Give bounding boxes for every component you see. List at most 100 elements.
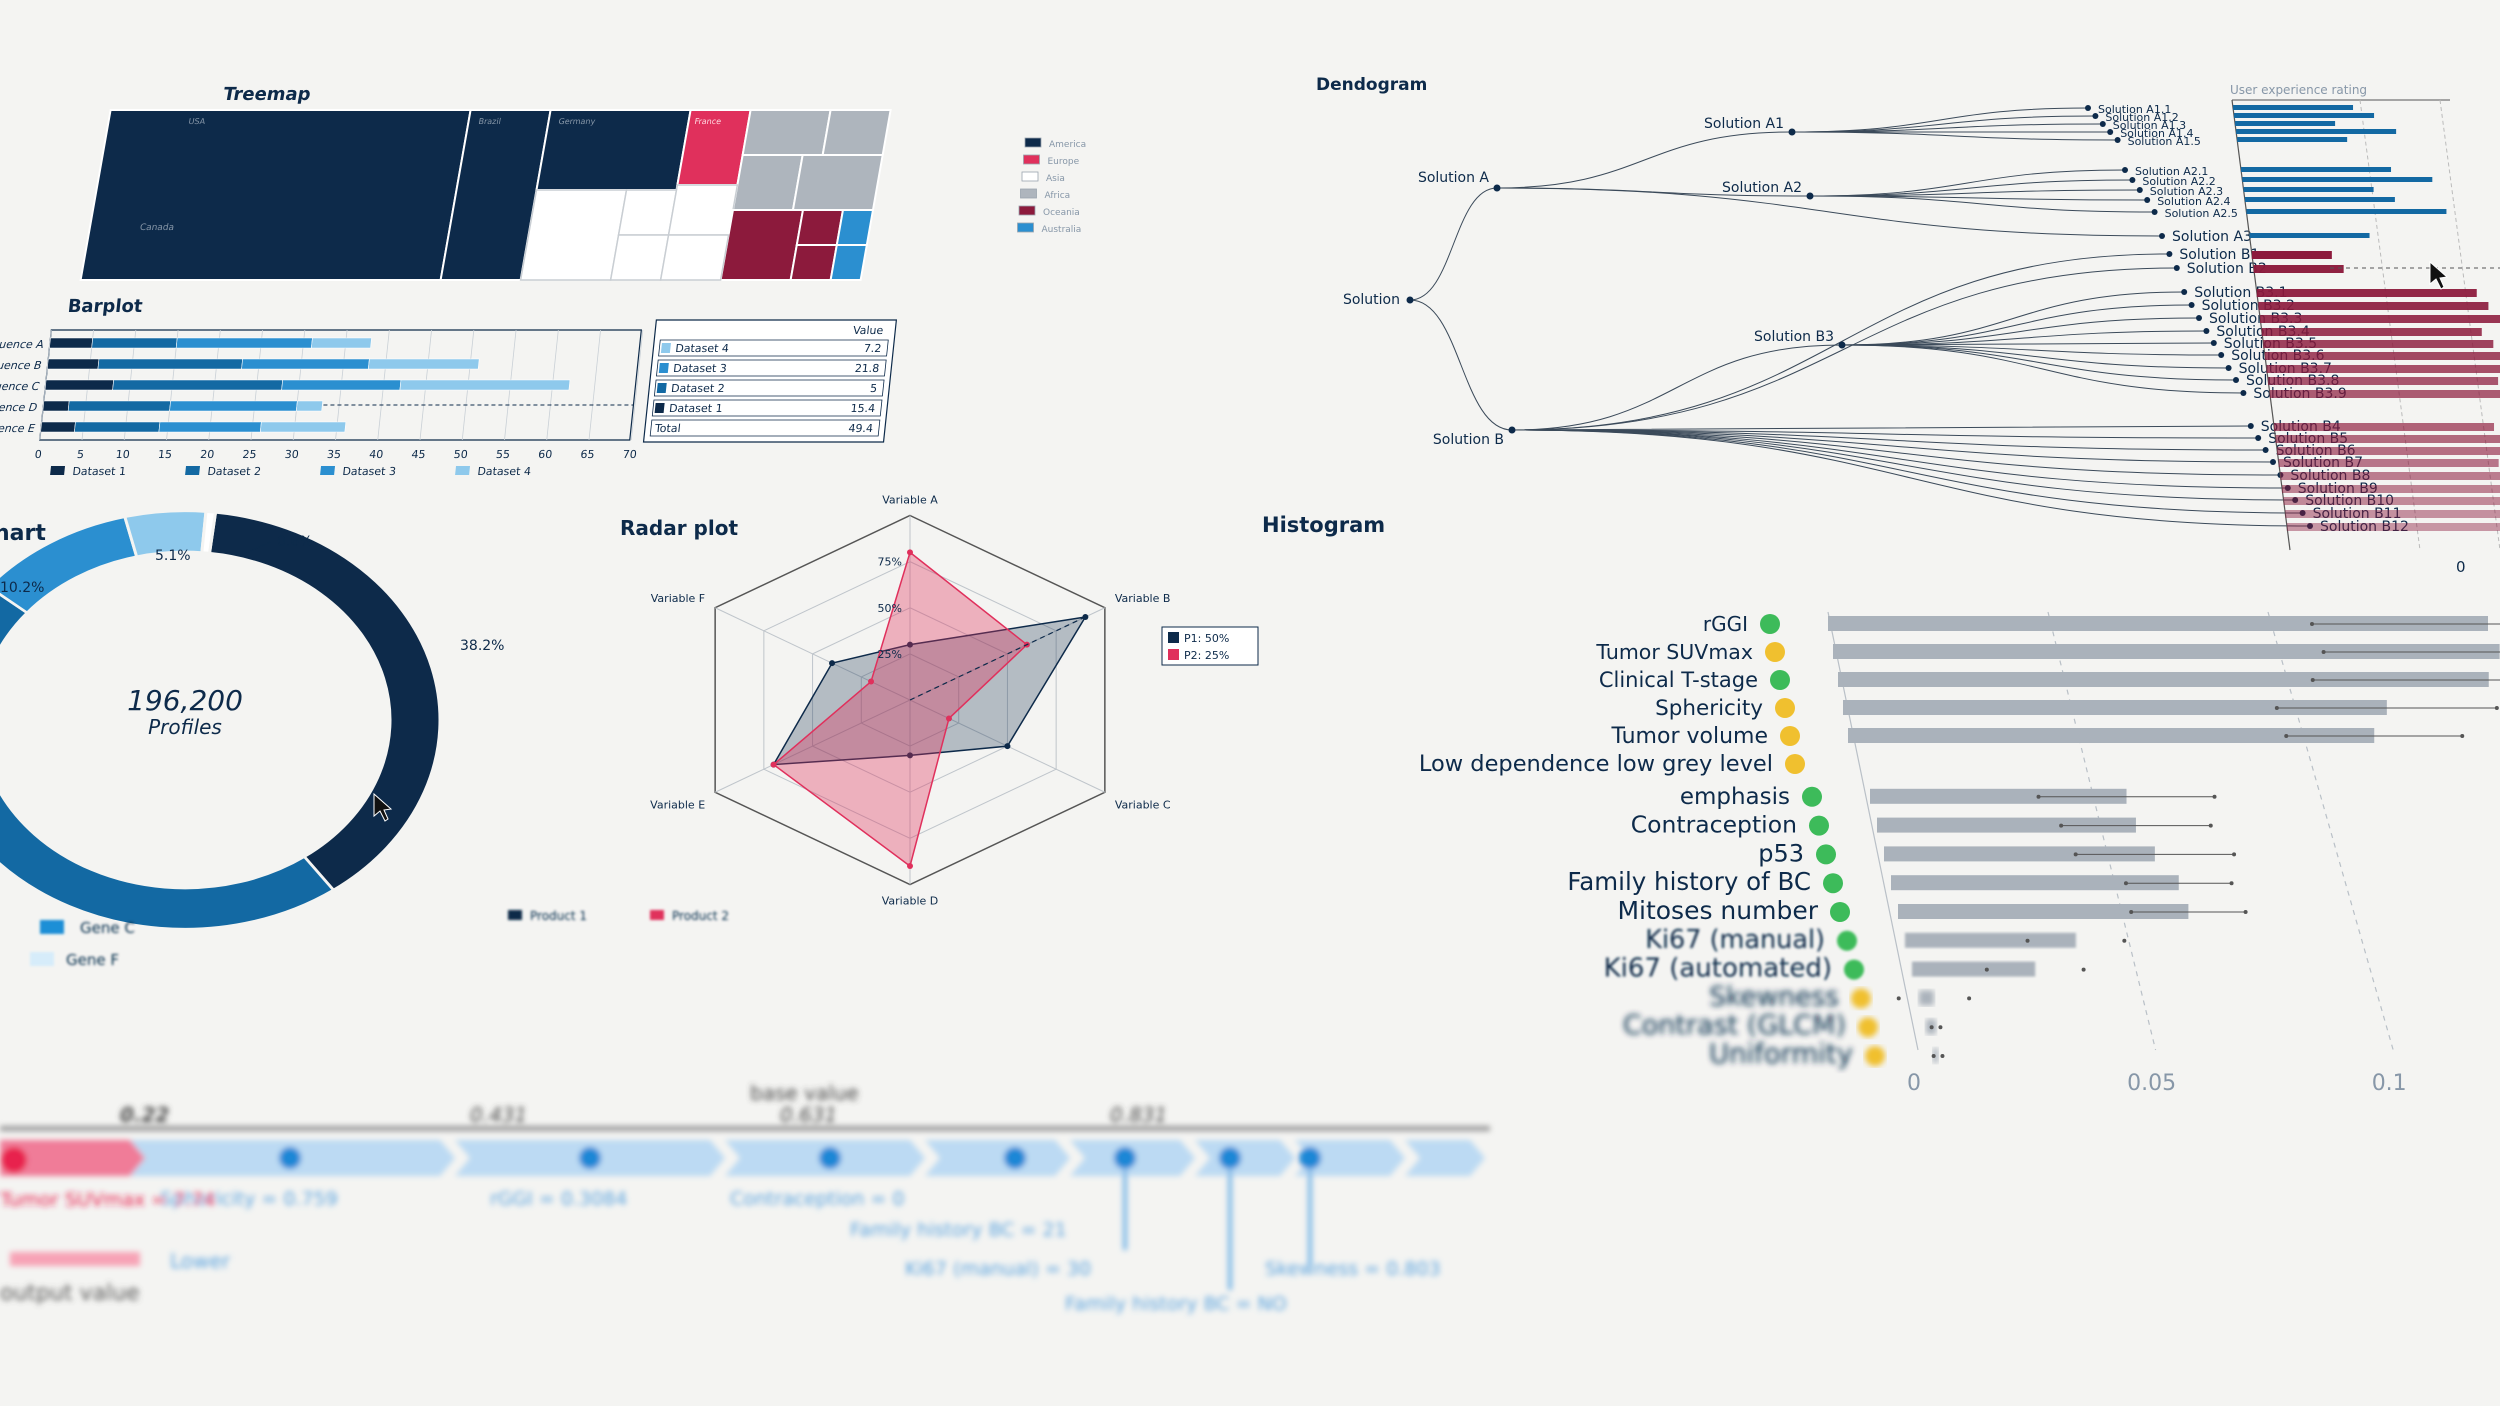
hist-bar-12[interactable]	[1912, 961, 2036, 977]
dendro-leaf-node-22[interactable]	[2247, 423, 2254, 429]
hist-bar-10[interactable]	[1898, 904, 2189, 919]
treemap-tile-blue-1[interactable]	[835, 209, 875, 246]
dendro-rating-bar-8[interactable]	[2244, 197, 2395, 202]
dendro-leaf-node-17[interactable]	[2210, 340, 2217, 346]
barplot-bar-3-0[interactable]	[42, 400, 70, 412]
barplot-bar-0-3[interactable]	[311, 337, 372, 349]
dendro-rating-bar-11[interactable]	[2251, 251, 2332, 259]
donut-slice-0[interactable]	[207, 511, 442, 892]
radar-point-1-2[interactable]	[945, 715, 952, 722]
barplot-bar-2-3[interactable]	[399, 379, 571, 391]
radar-point-0-5[interactable]	[829, 660, 836, 667]
hist-bar-7[interactable]	[1877, 817, 2136, 833]
dendro-leaf-node-24[interactable]	[2262, 447, 2269, 453]
treemap-tile-grey-1[interactable]	[741, 109, 832, 156]
barplot-bar-1-3[interactable]	[367, 358, 480, 370]
barplot-bar-3-1[interactable]	[67, 400, 171, 412]
dendro-leaf-node-14[interactable]	[2188, 302, 2195, 308]
dendro-rating-bar-10[interactable]	[2249, 233, 2370, 238]
dendro-leaf-node-7[interactable]	[2136, 187, 2143, 193]
dendro-rating-bar-20[interactable]	[2268, 377, 2499, 385]
donut-slice-4[interactable]	[200, 510, 218, 555]
treemap-tile-white-4[interactable]	[667, 184, 739, 236]
barplot-bar-4-2[interactable]	[158, 421, 262, 433]
dendro-leaf-node-29[interactable]	[2299, 510, 2306, 516]
dendro-leaf-node-6[interactable]	[2129, 177, 2136, 183]
radar-point-0-3[interactable]	[907, 752, 913, 759]
dendro-rating-bar-19[interactable]	[2266, 365, 2500, 373]
treemap-tile-crimson-2[interactable]	[795, 209, 845, 246]
dendro-leaf-node-25[interactable]	[2270, 459, 2276, 465]
dendro-node-1[interactable]	[1493, 184, 1501, 192]
hist-bar-11[interactable]	[1905, 932, 2076, 948]
dendro-rating-bar-17[interactable]	[2263, 340, 2494, 348]
barplot-bar-3-2[interactable]	[169, 400, 298, 412]
dendro-leaf-node-21[interactable]	[2240, 390, 2247, 396]
dendro-leaf-node-9[interactable]	[2151, 209, 2158, 215]
treemap-tile-grey-2[interactable]	[821, 109, 892, 156]
dendro-rating-bar-25[interactable]	[2278, 459, 2499, 467]
donut-slice-1[interactable]	[0, 587, 336, 931]
dendro-rating-bar-27[interactable]	[2282, 485, 2500, 493]
treemap-tile-crimson-1[interactable]	[719, 209, 805, 281]
dendro-rating-bar-4[interactable]	[2237, 137, 2348, 142]
barplot-bar-1-0[interactable]	[46, 358, 100, 370]
barplot-bar-3-3[interactable]	[295, 400, 324, 412]
treemap-tile-usa[interactable]	[79, 109, 472, 281]
dendro-node-4[interactable]	[1806, 192, 1814, 200]
dendro-leaf-node-23[interactable]	[2255, 435, 2262, 441]
dendro-rating-bar-1[interactable]	[2234, 113, 2375, 118]
dendro-leaf-node-15[interactable]	[2196, 315, 2202, 321]
radar-point-1-5[interactable]	[868, 678, 875, 685]
treemap-tile-white-1[interactable]	[519, 189, 628, 281]
dendro-rating-bar-30[interactable]	[2286, 523, 2500, 531]
dendro-rating-bar-24[interactable]	[2277, 447, 2500, 455]
hist-bar-1[interactable]	[1833, 644, 2500, 659]
dendro-rating-bar-0[interactable]	[2233, 105, 2354, 110]
dendro-leaf-node-8[interactable]	[2144, 197, 2151, 203]
dendro-leaf-node-2[interactable]	[2099, 121, 2106, 127]
dendro-node-5[interactable]	[1838, 341, 1846, 349]
hist-bar-8[interactable]	[1884, 846, 2155, 862]
barplot-bar-1-1[interactable]	[97, 358, 243, 370]
dendro-leaf-node-13[interactable]	[2181, 289, 2188, 295]
treemap-tile-grey-3[interactable]	[731, 154, 804, 211]
treemap-tile-white-5[interactable]	[659, 234, 730, 281]
barplot-bar-0-2[interactable]	[175, 337, 313, 349]
barplot-bar-0-0[interactable]	[49, 337, 94, 349]
hist-bar-0[interactable]	[1828, 616, 2488, 631]
hist-bar-6[interactable]	[1870, 788, 2127, 804]
dendro-leaf-node-4[interactable]	[2114, 137, 2121, 143]
dendro-rating-bar-18[interactable]	[2264, 352, 2500, 360]
dendro-rating-bar-16[interactable]	[2261, 328, 2482, 336]
dendro-node-2[interactable]	[1508, 426, 1516, 434]
dendro-leaf-node-1[interactable]	[2092, 113, 2099, 119]
dendro-rating-bar-3[interactable]	[2236, 129, 2397, 134]
dendro-leaf-node-19[interactable]	[2225, 365, 2232, 371]
dendro-rating-bar-28[interactable]	[2283, 497, 2500, 505]
treemap-tile-white-2[interactable]	[617, 189, 678, 236]
dendro-leaf-node-5[interactable]	[2122, 167, 2128, 173]
dendro-rating-bar-15[interactable]	[2260, 315, 2500, 323]
dendro-leaf-node-28[interactable]	[2292, 497, 2299, 503]
dendro-rating-bar-5[interactable]	[2241, 167, 2392, 172]
dendro-node-3[interactable]	[1788, 128, 1796, 136]
radar-point-1-4[interactable]	[770, 761, 777, 768]
dendro-leaf-node-10[interactable]	[2159, 233, 2165, 239]
dendro-rating-bar-29[interactable]	[2285, 510, 2500, 518]
treemap-tile-grey-4[interactable]	[791, 154, 884, 211]
dendro-leaf-node-3[interactable]	[2107, 129, 2114, 135]
dendro-rating-bar-21[interactable]	[2269, 390, 2500, 398]
barplot-bar-2-0[interactable]	[44, 379, 114, 391]
treemap-tile-crimson-3[interactable]	[789, 244, 838, 281]
barplot-bar-2-1[interactable]	[112, 379, 283, 391]
dendro-rating-bar-13[interactable]	[2256, 289, 2477, 297]
radar-point-0-0[interactable]	[907, 641, 913, 648]
dendro-rating-bar-12[interactable]	[2253, 265, 2344, 273]
hist-bar-3[interactable]	[1843, 700, 2387, 715]
radar-point-0-2[interactable]	[1004, 743, 1011, 750]
dendro-node-0[interactable]	[1406, 296, 1414, 304]
dendro-leaf-node-16[interactable]	[2203, 328, 2210, 334]
treemap-tile-white-3[interactable]	[609, 234, 670, 281]
hist-bar-9[interactable]	[1891, 875, 2179, 891]
